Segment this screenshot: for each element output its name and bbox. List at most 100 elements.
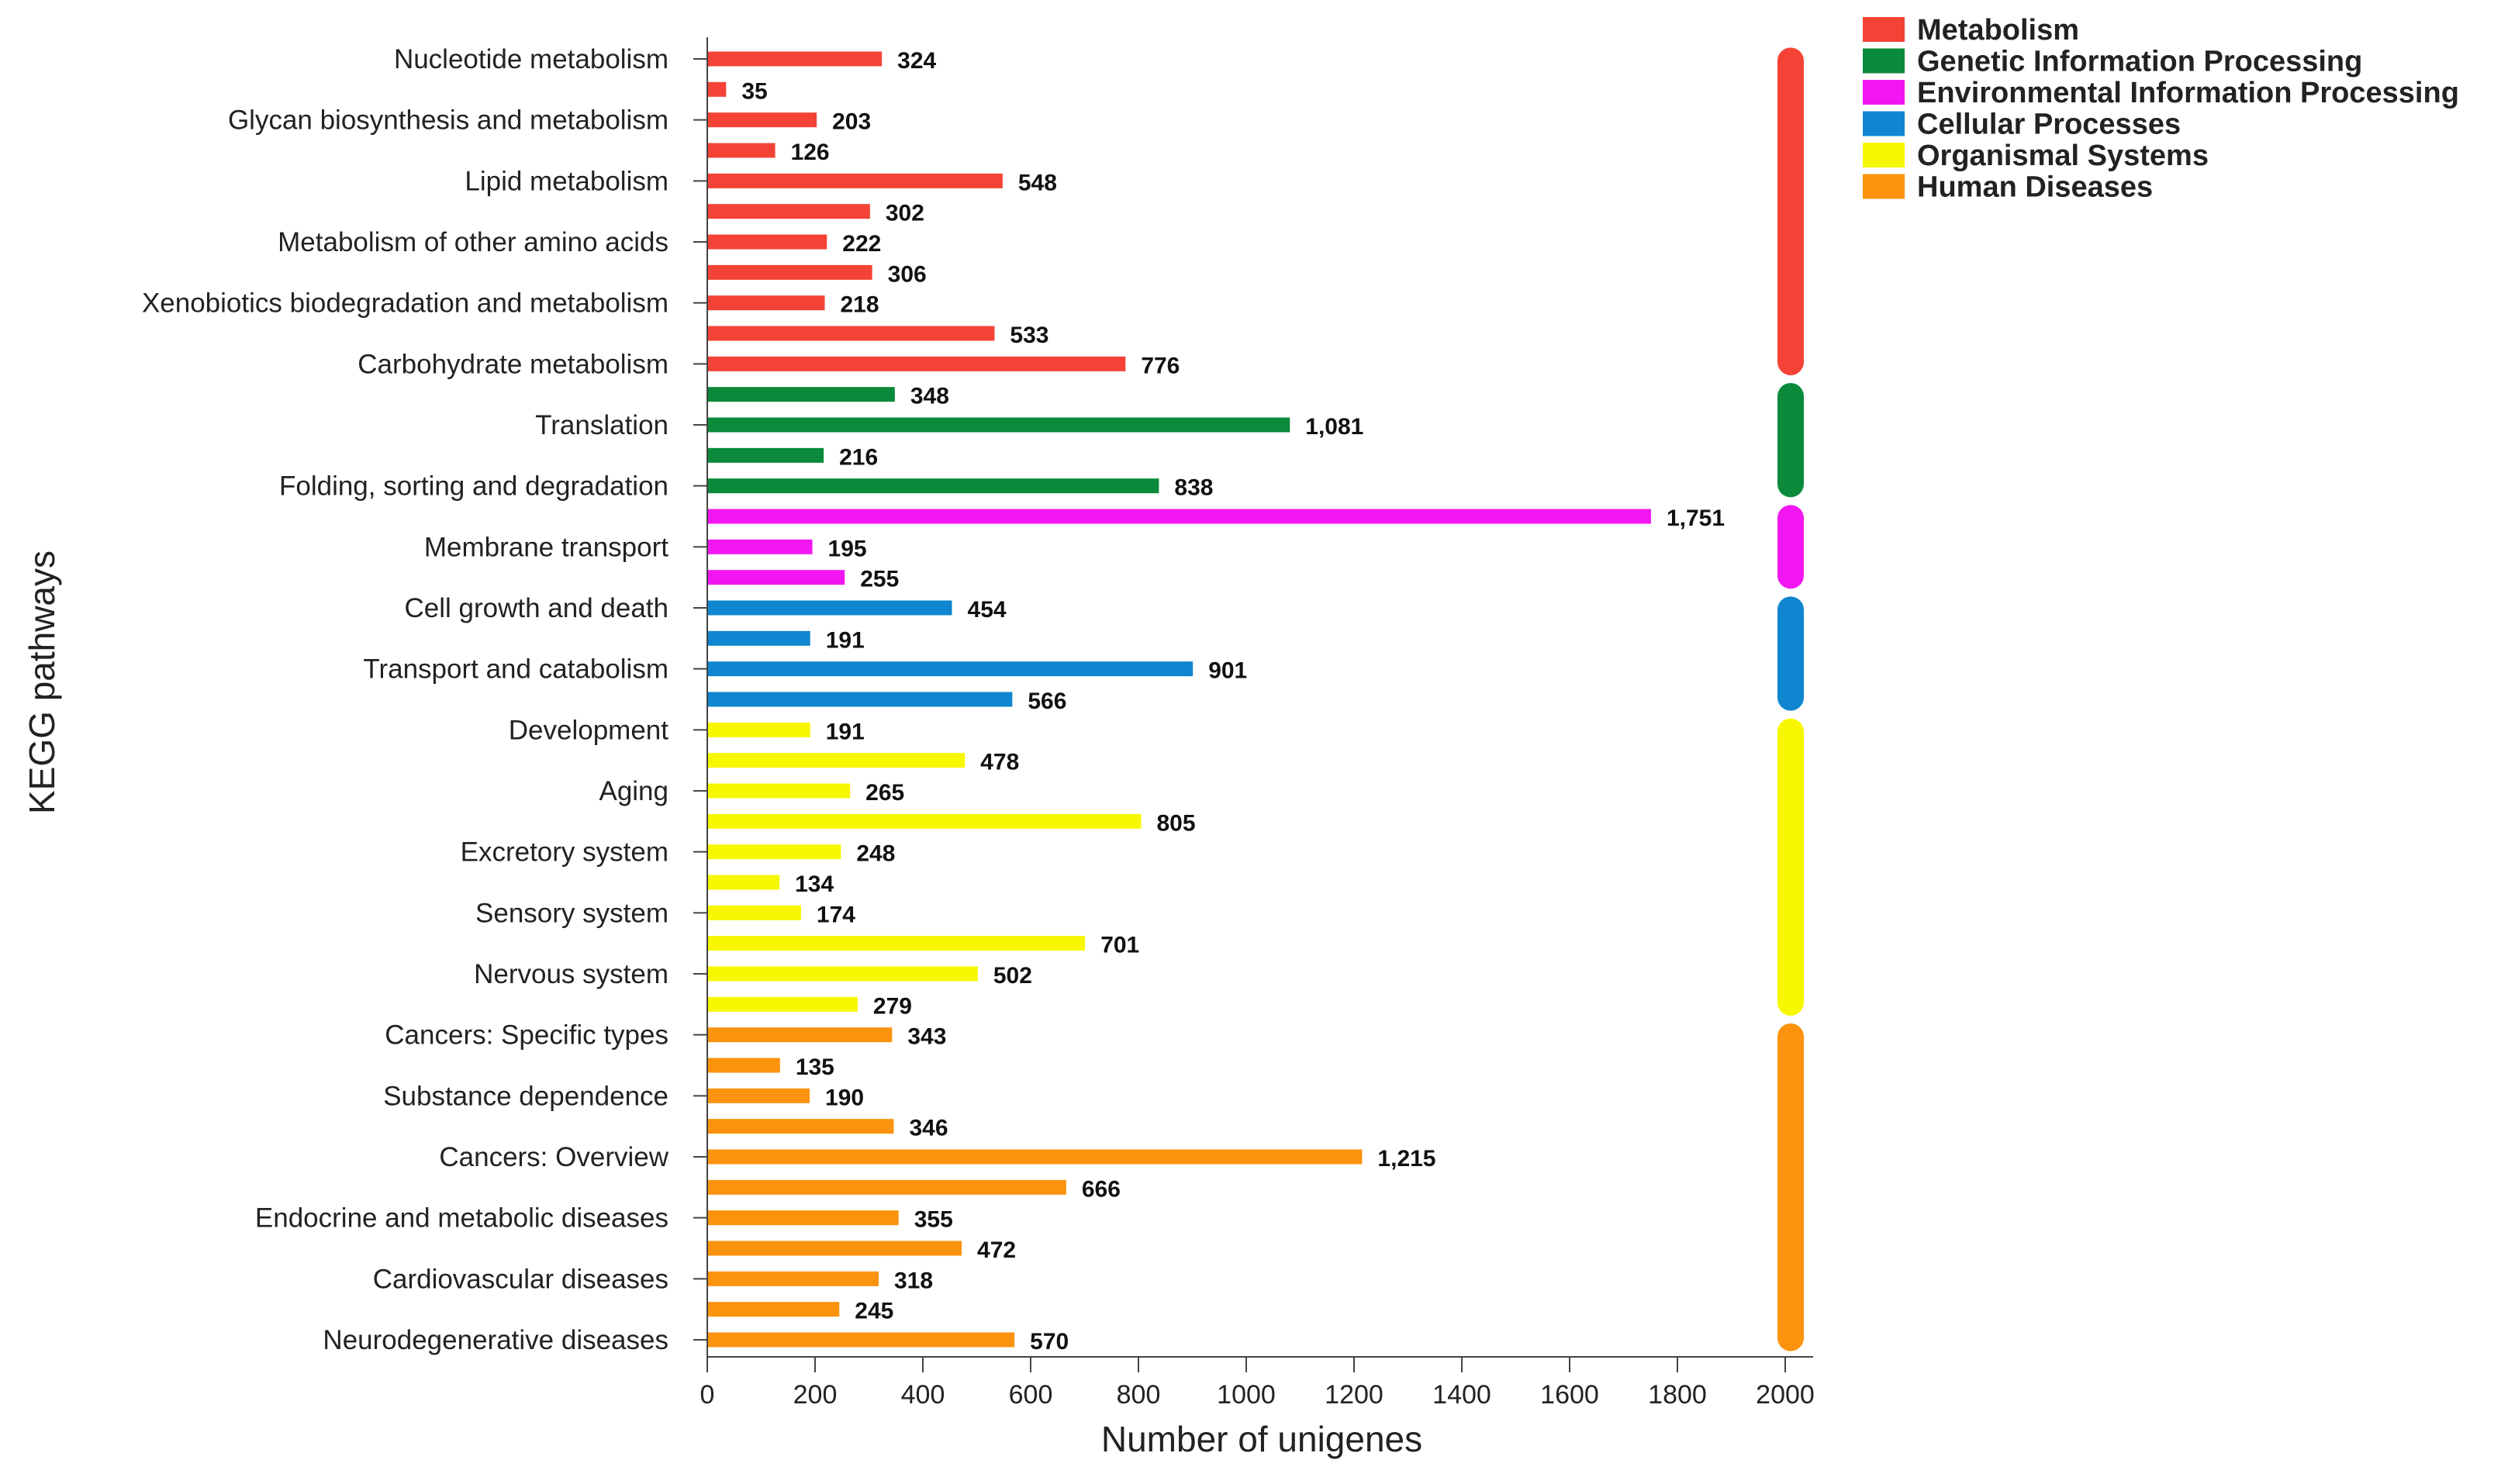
bar	[707, 1088, 810, 1103]
bar-value-label: 701	[1100, 933, 1139, 958]
bar	[707, 844, 841, 860]
group-strip	[1777, 47, 1804, 375]
category-label: Nervous system	[474, 959, 668, 989]
bar-value-label: 302	[886, 201, 924, 226]
bar-value-label: 805	[1156, 810, 1195, 836]
category-label: Transport and catabolism	[363, 654, 668, 685]
bar-value-label: 454	[968, 597, 1007, 623]
bar	[707, 1149, 1363, 1165]
bar	[707, 1271, 879, 1286]
bar-value-label: 1,081	[1305, 414, 1363, 440]
bar-value-label: 191	[826, 719, 865, 744]
legend-swatch	[1863, 111, 1905, 136]
bar	[707, 875, 780, 890]
x-tick-label: 800	[1117, 1380, 1161, 1410]
category-label: Substance dependence	[383, 1081, 668, 1111]
bar	[707, 1179, 1066, 1195]
bar	[707, 539, 813, 554]
category-label: Cell growth and death	[405, 593, 669, 623]
x-tick-label: 1600	[1540, 1380, 1599, 1410]
bar	[707, 1302, 840, 1317]
category-label: Folding, sorting and degradation	[279, 471, 668, 502]
bar-value-label: 343	[907, 1024, 946, 1050]
bar-value-label: 222	[842, 231, 881, 257]
bar-value-label: 279	[873, 993, 912, 1019]
group-strip	[1777, 505, 1804, 589]
bar	[707, 173, 1003, 188]
category-label: Carbohydrate metabolism	[358, 349, 668, 379]
x-tick-label: 1200	[1325, 1380, 1383, 1410]
bar	[707, 813, 1142, 829]
bar-value-label: 901	[1208, 658, 1247, 684]
category-label: Excretory system	[461, 837, 668, 868]
bars-layer	[707, 51, 1651, 1348]
bar	[707, 356, 1126, 371]
bar-value-label: 265	[865, 780, 904, 806]
bar	[707, 570, 845, 585]
group-strip	[1777, 383, 1804, 498]
bar	[707, 1119, 894, 1134]
bar-value-label: 533	[1010, 323, 1048, 348]
category-label: Neurodegenerative diseases	[323, 1325, 668, 1355]
bar-value-label: 134	[795, 871, 834, 897]
x-tick-label: 1400	[1432, 1380, 1491, 1410]
category-label: Nucleotide metabolism	[394, 44, 668, 74]
x-tick-label: 1800	[1648, 1380, 1707, 1410]
group-strip	[1777, 596, 1804, 711]
bar	[707, 722, 810, 737]
y-axis-title: KEGG pathways	[22, 550, 62, 814]
bar-value-label: 324	[897, 48, 936, 74]
category-label: Cancers: Overview	[439, 1142, 668, 1172]
group-strip	[1777, 718, 1804, 1016]
bar-value-label: 255	[860, 567, 899, 592]
bar	[707, 1027, 893, 1043]
category-label: Glycan biosynthesis and metabolism	[228, 105, 668, 136]
bar-value-label: 174	[817, 902, 855, 927]
bar-value-label: 472	[977, 1237, 1016, 1263]
bar-value-label: 195	[828, 536, 867, 561]
bar	[707, 387, 895, 402]
bar	[707, 692, 1013, 707]
bar	[707, 1332, 1015, 1348]
bar-value-label: 245	[855, 1299, 893, 1324]
legend-label: Cellular Processes	[1917, 109, 2181, 141]
bar-value-label: 35	[741, 78, 767, 104]
bar-value-label: 776	[1141, 353, 1180, 378]
bar	[707, 51, 883, 67]
bar-value-label: 216	[839, 444, 878, 470]
bar	[707, 478, 1159, 494]
bar	[707, 295, 825, 311]
group-strips-layer	[1777, 47, 1804, 1351]
bar	[707, 996, 858, 1012]
bar	[707, 234, 827, 250]
bar	[707, 204, 870, 219]
bar	[707, 447, 824, 463]
bar-value-label: 218	[841, 292, 879, 318]
category-label: Sensory system	[475, 898, 668, 928]
bar-value-label: 355	[914, 1207, 953, 1233]
bar-value-label: 190	[825, 1085, 864, 1110]
category-label: Metabolism of other amino acids	[278, 227, 668, 257]
bar-value-label: 346	[909, 1116, 948, 1141]
bar-value-label: 478	[980, 750, 1019, 775]
bar-value-label: 666	[1082, 1176, 1121, 1202]
bar	[707, 509, 1651, 524]
bar-value-label: 548	[1018, 170, 1057, 195]
bar	[707, 143, 776, 158]
x-tick-label: 600	[1009, 1380, 1053, 1410]
bar	[707, 661, 1194, 677]
category-label: Aging	[599, 776, 668, 806]
x-tick-label: 200	[793, 1380, 838, 1410]
bar-value-label: 126	[791, 140, 830, 165]
bar-value-label: 1,751	[1667, 506, 1725, 531]
bar	[707, 81, 727, 97]
bar	[707, 112, 817, 128]
x-tick-label: 2000	[1756, 1380, 1815, 1410]
bar	[707, 264, 872, 280]
bar	[707, 753, 966, 768]
axes-layer: 0 200 400 600 800 1000 1200 1400 1600 1800 2000	[693, 37, 1815, 1410]
category-label: Translation	[535, 410, 668, 440]
